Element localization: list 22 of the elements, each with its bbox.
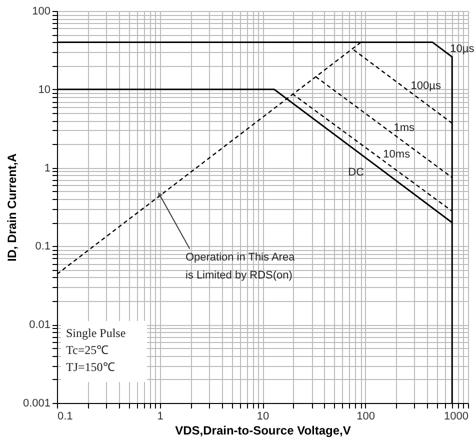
- annotation: TJ=150℃: [66, 360, 115, 374]
- x-tick-label: 10: [256, 410, 270, 422]
- series-label: 100µs: [410, 80, 442, 92]
- y-tick-label: 10: [38, 84, 50, 96]
- y-tick-label: 0.001: [22, 398, 50, 410]
- x-tick-label: 0.1: [58, 410, 73, 422]
- series-label: 10µs: [450, 43, 475, 56]
- series-label: DC: [348, 166, 364, 179]
- x-axis-title: VDS,Drain-to-Source Voltage,V: [175, 424, 351, 438]
- y-tick-label: 0.1: [35, 240, 50, 253]
- y-tick-label: 1: [44, 162, 50, 174]
- x-tick-label: 1000: [444, 410, 468, 422]
- y-tick-label: 0.01: [29, 319, 50, 332]
- x-tick-label: 1: [157, 410, 164, 422]
- annotation: Tc=25℃: [66, 343, 109, 357]
- y-axis-title: ID, Drain Current,A: [4, 153, 19, 262]
- y-tick-label: 100: [32, 6, 50, 18]
- series-label: 1ms: [394, 122, 416, 134]
- x-tick-label: 100: [356, 410, 375, 422]
- annotation: Operation in This Area is Limited by RDS(on): [185, 251, 296, 282]
- series-label: 10ms: [383, 148, 411, 160]
- annotation: Single Pulse: [66, 326, 126, 340]
